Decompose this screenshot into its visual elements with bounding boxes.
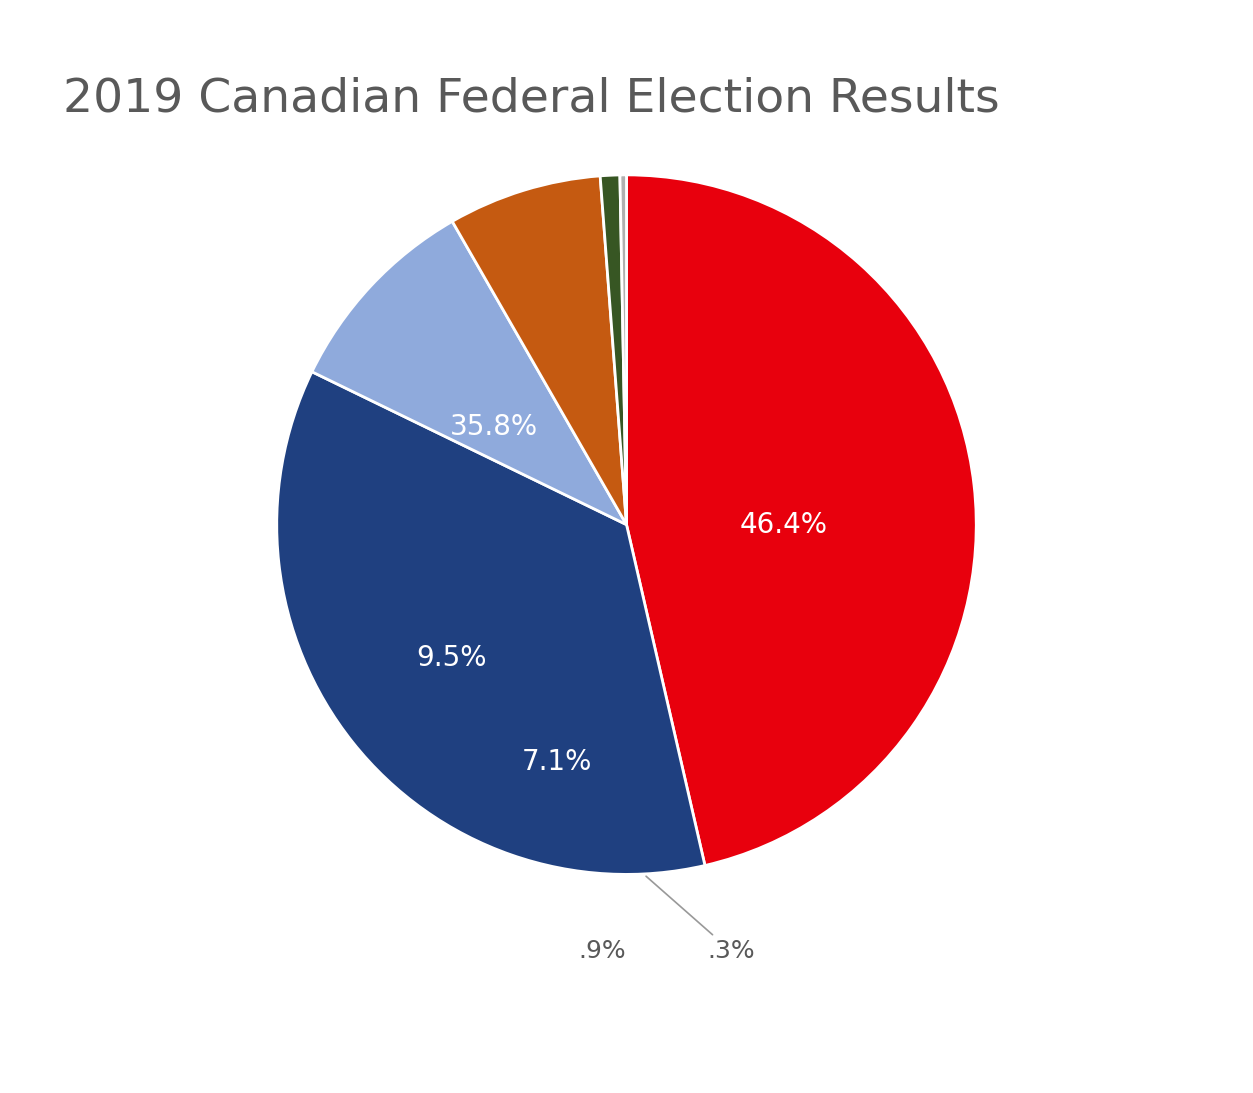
Wedge shape: [312, 222, 626, 525]
Wedge shape: [620, 175, 626, 525]
Text: 35.8%: 35.8%: [450, 413, 538, 440]
Wedge shape: [452, 176, 626, 525]
Wedge shape: [600, 175, 626, 525]
Wedge shape: [277, 372, 705, 874]
Wedge shape: [626, 175, 976, 866]
Text: 46.4%: 46.4%: [739, 510, 828, 539]
Text: .3%: .3%: [647, 877, 756, 963]
Text: .9%: .9%: [578, 939, 625, 963]
Text: 9.5%: 9.5%: [416, 644, 487, 671]
Text: 2019 Canadian Federal Election Results: 2019 Canadian Federal Election Results: [63, 77, 1000, 121]
Text: 7.1%: 7.1%: [521, 749, 591, 776]
